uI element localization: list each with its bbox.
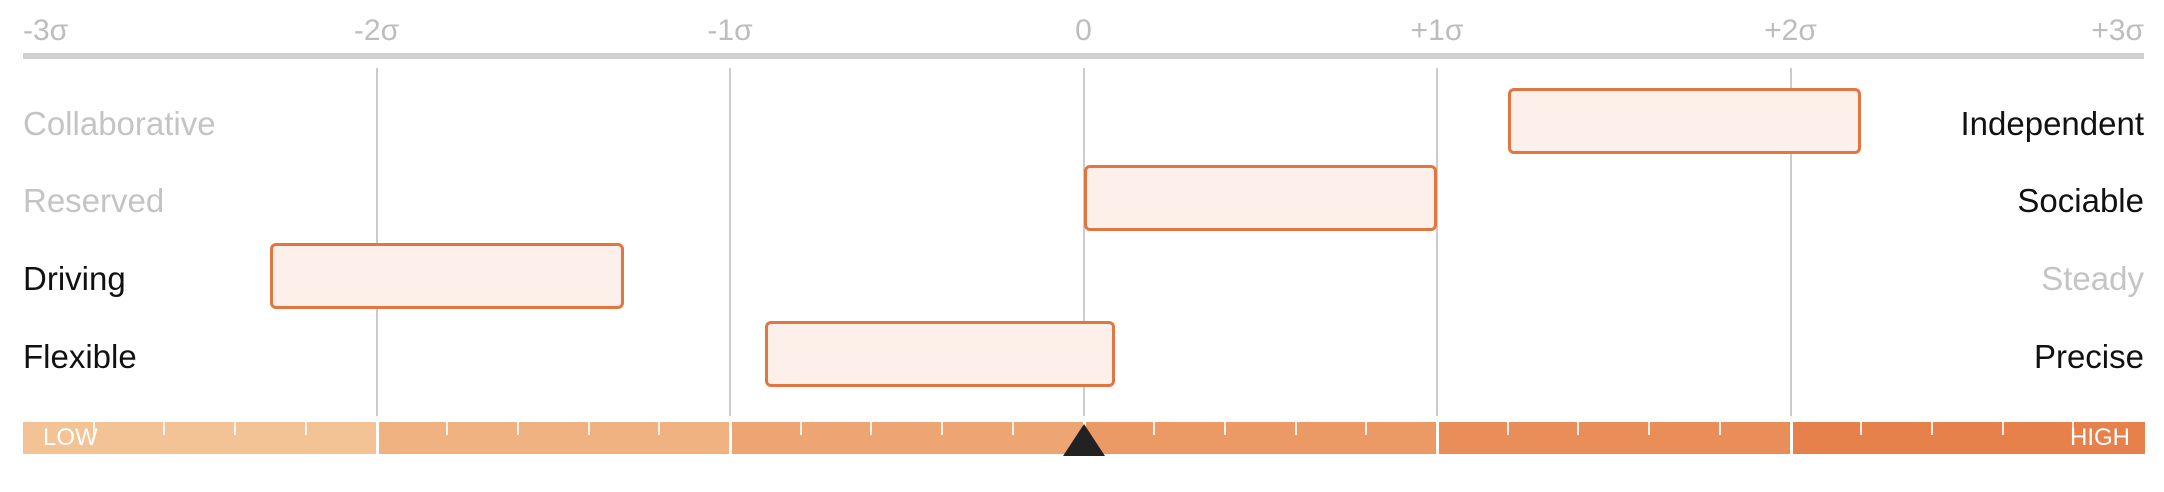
trait-range-box [1083,165,1437,231]
scale-segment [1790,422,2145,454]
scale-major-tick [1436,422,1439,454]
trait-right-label: Sociable [2017,182,2144,219]
trait-range-box [765,321,1116,387]
trait-range-box [1507,88,1862,154]
scale-segment [1437,422,1792,454]
tick-label: -2σ [353,14,400,47]
tick-label: -3σ [23,14,69,47]
scale-minor-tick [658,422,661,435]
scale-high-label: HIGH [2070,424,2130,451]
trait-left-label: Flexible [23,338,137,375]
scale-minor-tick [304,422,307,435]
trait-left-label: Collaborative [23,105,216,142]
sigma-axis-line [23,53,2144,59]
gridline [1082,68,1085,416]
tick-label: +1σ [1410,14,1464,47]
scale-minor-tick [2001,422,2004,435]
tick-label: +2σ [1764,14,1817,47]
scale-major-tick [1789,422,1793,454]
scale-minor-tick [1223,422,1226,435]
scale-minor-tick [870,422,873,435]
scale-minor-tick [1011,422,1014,435]
scale-low-label: LOW [43,424,98,451]
scale-minor-tick [1153,422,1156,435]
trait-right-label: Precise [2033,338,2144,375]
scale-minor-tick [1648,422,1651,435]
scale-segment [730,422,1085,454]
trait-right-label: Steady [2041,260,2144,297]
tick-label: -1σ [707,14,753,47]
scale-minor-tick [2072,422,2075,435]
scale-minor-tick [1365,422,1368,435]
scale-segment [23,422,378,454]
tick-label: 0 [1075,14,1092,47]
scale-minor-tick [941,422,944,435]
scale-minor-tick [1294,422,1297,435]
scale-minor-tick [1860,422,1863,435]
scale-minor-tick [1506,422,1509,435]
scale-minor-tick [1577,422,1580,435]
scale-minor-tick [1930,422,1933,435]
scale-minor-tick [516,422,519,435]
scale-minor-tick [587,422,590,435]
scale-minor-tick [92,422,95,435]
trait-right-label: Independent [1960,105,2144,142]
gridline [729,68,731,416]
gridline [375,68,378,416]
scale-minor-tick [799,422,802,435]
scale-minor-tick [1718,422,1721,435]
gridline [1436,68,1438,416]
trait-left-label: Driving [23,260,126,297]
position-marker-icon [1062,424,1105,456]
scale-major-tick [729,422,732,454]
trait-range-box [270,243,624,309]
low-high-scale-bar: LOW HIGH [23,422,2145,454]
scale-major-tick [375,422,379,454]
scale-minor-tick [234,422,237,435]
scale-segment [1083,422,1438,454]
scale-minor-tick [446,422,449,435]
gridline [1789,68,1792,416]
scale-segment [376,422,731,454]
scale-minor-tick [163,422,166,435]
tick-label: +3σ [2091,14,2144,47]
trait-left-label: Reserved [23,182,165,219]
